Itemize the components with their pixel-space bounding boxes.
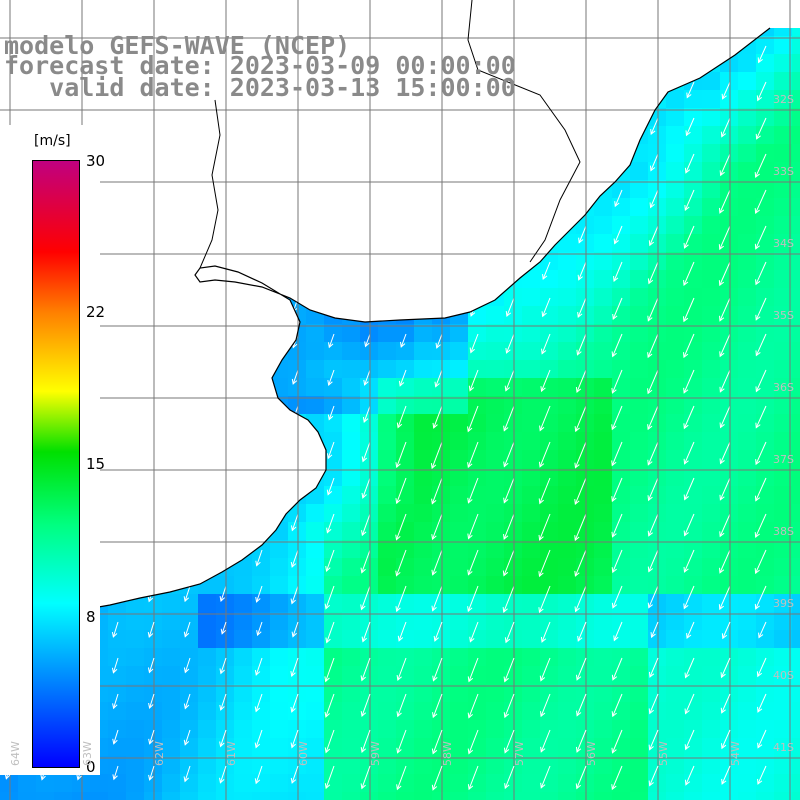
border-line: [467, 0, 581, 263]
latitude-label: 41S: [773, 741, 794, 754]
latitude-label: 34S: [773, 237, 794, 250]
title-forecast-date: forecast date: 2023-03-09 00:00:00: [4, 51, 516, 80]
longitude-label: 57W: [513, 741, 526, 766]
longitude-label: 63W: [81, 741, 94, 766]
border-line: [199, 99, 221, 269]
longitude-label: 56W: [585, 741, 598, 766]
latitude-label: 36S: [773, 381, 794, 394]
latitude-label: 38S: [773, 525, 794, 538]
latitude-label: 33S: [773, 165, 794, 178]
longitude-label: 60W: [297, 741, 310, 766]
coastline: [0, 27, 771, 619]
colorbar-legend: [m/s] 30 22 15 8 0: [0, 125, 105, 776]
longitude-label: 55W: [657, 741, 670, 766]
colorbar-tick: 22: [86, 303, 106, 321]
longitude-label: 58W: [441, 741, 454, 766]
title-valid-date: valid date: 2023-03-13 15:00:00: [4, 73, 516, 102]
colorbar-tick: 0: [86, 758, 96, 776]
longitude-label: 59W: [369, 741, 382, 766]
latitude-label: 39S: [773, 597, 794, 610]
longitude-label: 64W: [9, 741, 22, 766]
colorbar-tick: 8: [86, 608, 96, 626]
colorbar-tick: 15: [86, 455, 106, 473]
latitude-label: 32S: [773, 93, 794, 106]
longitude-label: 61W: [225, 741, 238, 766]
longitude-label: 54W: [729, 741, 742, 766]
latitude-label: 35S: [773, 309, 794, 322]
title-model: modelo GEFS-WAVE (NCEP): [4, 31, 351, 60]
colorbar-tick: 30: [86, 152, 106, 170]
land-grid: [0, 0, 800, 759]
latitude-label: 40S: [773, 669, 794, 682]
colorbar-unit: [m/s]: [34, 133, 71, 149]
land-mask: [0, 0, 770, 618]
colorbar: [32, 160, 80, 768]
latitude-label: 37S: [773, 453, 794, 466]
longitude-label: 62W: [153, 741, 166, 766]
